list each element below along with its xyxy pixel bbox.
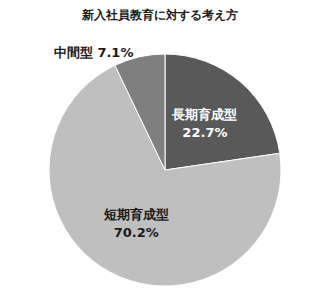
svg-text:中間型 7.1%: 中間型 7.1% (54, 45, 134, 60)
svg-text:22.7%: 22.7% (182, 125, 227, 140)
svg-text:短期育成型: 短期育成型 (103, 207, 169, 222)
svg-text:新入社員教育に対する考え方: 新入社員教育に対する考え方 (81, 8, 238, 22)
svg-text:70.2%: 70.2% (114, 225, 159, 240)
svg-text:長期育成型: 長期育成型 (171, 107, 237, 122)
